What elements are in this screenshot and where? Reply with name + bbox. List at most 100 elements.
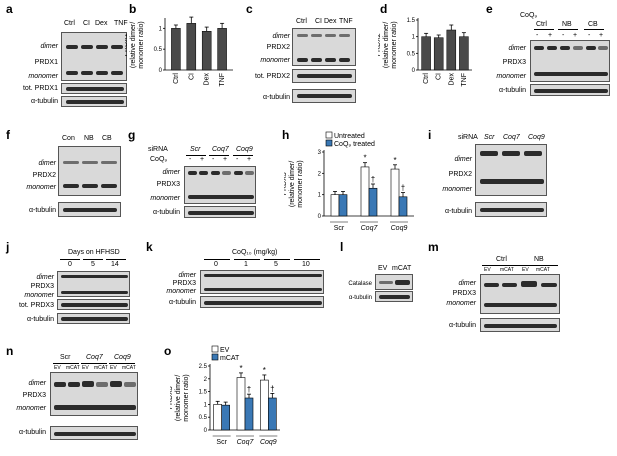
lane-label: EV (54, 365, 61, 371)
western-blot (375, 291, 413, 302)
western-blot (61, 96, 127, 107)
legend-swatch (211, 345, 219, 353)
lane-label: mCAT (94, 365, 108, 371)
lane-label: EV (522, 267, 529, 273)
bar (213, 404, 222, 431)
row-label-tubulin: α-tubulin (28, 207, 56, 214)
y-axis-label-line: PRDX1 (125, 33, 129, 56)
significance-mark: * (263, 366, 266, 375)
coq-sign: - (588, 32, 591, 39)
group-label: Ctrl (536, 21, 547, 28)
coq-sign: + (548, 32, 553, 39)
lane-label: EV (378, 265, 388, 272)
x-tick-label: TNF (219, 73, 226, 87)
significance-mark: * (363, 154, 366, 163)
day-label: 5 (91, 261, 95, 268)
y-tick-label: 2 (318, 171, 322, 177)
y-axis-label-line: (relative dimer/ (383, 22, 390, 68)
group-label: NB (534, 256, 544, 263)
bar (360, 166, 370, 217)
coq10-title: CoQ₁₀ (mg/kg) (232, 249, 278, 256)
bar (171, 28, 181, 71)
y-axis-label: PRDX3(relative dimer/monomer ratio) (284, 160, 304, 207)
row-label-monomer: monomer (16, 405, 46, 412)
lane-label: TNF (114, 20, 128, 27)
bar (421, 36, 431, 71)
coq-sign: + (200, 156, 205, 163)
coq-sign: + (223, 156, 228, 163)
lane-label: EV (82, 365, 89, 371)
x-tick-label: Coq9 (391, 225, 408, 232)
row-label-total: tot. PRDX3 (18, 302, 54, 309)
bar-chart-b: 0 0.5 1 PRDX1(relative dimer/monomer ratio)… (125, 16, 233, 87)
row-label-dimer: dimer (40, 43, 58, 50)
row-label-monomer: monomer (260, 57, 290, 64)
group-label: Scr (484, 134, 495, 141)
y-tick-label: 0.5 (154, 47, 163, 53)
y-tick-label: 0.5 (199, 415, 208, 421)
row-label-tubulin: α-tubulin (30, 98, 58, 105)
lane-label: NB (84, 135, 94, 142)
coq-sign: + (573, 32, 578, 39)
bar (236, 377, 246, 431)
y-axis-label-line: monomer ratio) (138, 21, 145, 68)
panel-letter-k: k (146, 240, 153, 254)
row-label-protein: PRDX1 (34, 59, 58, 66)
coq-label: CoQ₉ (150, 156, 168, 163)
row-label-protein: PRDX2 (448, 171, 472, 178)
panel-letter-e: e (486, 2, 493, 16)
lane-label: mCAT (122, 365, 136, 371)
x-tick-label: Scr (334, 225, 345, 232)
significance-mark: † (401, 184, 405, 193)
row-label-tubulin: α-tubulin (444, 208, 472, 215)
legend-label: CoQ₉ treated (334, 141, 375, 148)
y-tick-label: 1 (204, 402, 208, 408)
lane-label: mCAT (66, 365, 80, 371)
y-tick-label: 0 (204, 428, 208, 434)
western-blot (475, 144, 547, 196)
y-tick-label: 1 (159, 26, 163, 32)
y-axis-label-line: PRDX3 (170, 386, 174, 409)
western-blot (292, 28, 356, 66)
row-label-tubulin: α-tubulin (168, 299, 196, 306)
row-label-monomer: monomer (166, 288, 196, 295)
row-label-tubulin: α-tubulin (448, 322, 476, 329)
dose-label: 1 (244, 261, 248, 268)
y-axis-label: PRDX2(relative dimer/monomer ratio) (378, 21, 398, 68)
lane-label: CB (102, 135, 112, 142)
bar-chart-d: 0 0.5 1 1.5 PRDX2(relative dimer/monomer rat… (378, 18, 472, 87)
day-label: 0 (68, 261, 72, 268)
group-label: NB (562, 21, 572, 28)
row-label-dimer: dimer (28, 380, 46, 387)
bar (221, 404, 230, 431)
western-blot (61, 32, 127, 81)
row-label-protein: PRDX3 (30, 283, 54, 290)
panel-letter-d: d (380, 2, 388, 16)
bar (330, 194, 340, 217)
panel-letter-b: b (129, 2, 137, 16)
row-label-protein: PRDX3 (156, 181, 180, 188)
lane-label: mCAT (392, 265, 412, 272)
y-tick-label: 1 (412, 35, 416, 41)
row-label-tubulin: α-tubulin (26, 316, 54, 323)
y-axis-label-line: (relative dimer/ (289, 161, 296, 207)
row-label-total: tot. PRDX1 (22, 85, 58, 92)
x-tick-label: Coq7 (237, 439, 255, 446)
group-label: CB (588, 21, 598, 28)
lane-label: EV (484, 267, 491, 273)
panel-letter-c: c (246, 2, 253, 16)
lane-label: Con (62, 135, 75, 142)
western-blot (184, 206, 256, 218)
bar (201, 31, 212, 71)
y-axis-label-line: PRDX3 (284, 172, 288, 195)
x-tick-label: Coq9 (260, 439, 277, 446)
row-label-monomer: monomer (496, 73, 526, 80)
row-label-dimer: dimer (458, 280, 476, 287)
row-label-tubulin: α-tubulin (262, 94, 290, 101)
western-blot (375, 274, 413, 290)
bar (368, 187, 378, 217)
bar-chart-h: 0 1 2 3 PRDX3(relative dimer/monomer ratio) U… (284, 131, 414, 232)
row-label-total: tot. PRDX2 (254, 73, 290, 80)
x-tick-label: CI (436, 73, 443, 80)
bar (186, 23, 197, 71)
